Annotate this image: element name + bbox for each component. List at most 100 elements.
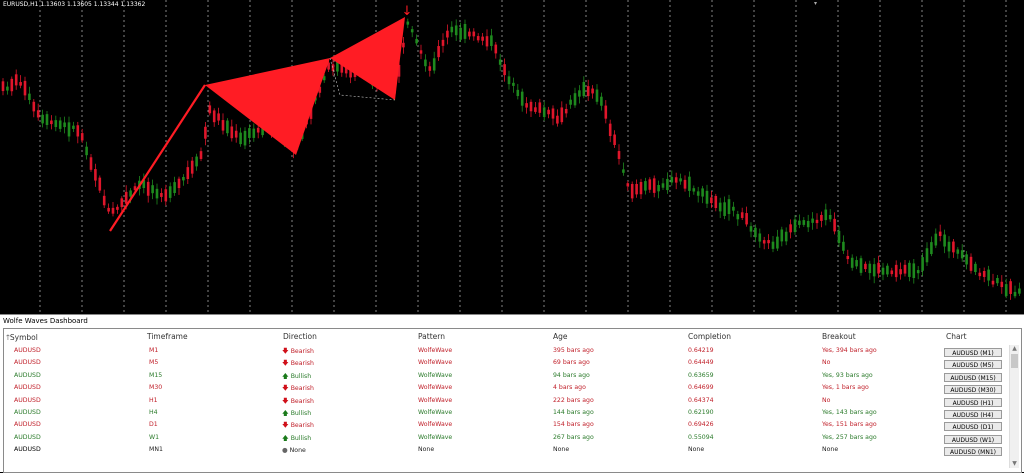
candle-body (230, 126, 234, 139)
row-timeframe: D1 (149, 421, 158, 429)
row-breakout: Yes, 394 bars ago (822, 347, 877, 354)
candle-body (490, 35, 493, 46)
column-header-completion[interactable]: Completion (688, 332, 731, 341)
candle-body (98, 177, 102, 191)
open-chart-button[interactable]: AUDUSD (W1) (944, 434, 1002, 444)
candle-body (111, 207, 115, 214)
row-age: 222 bars ago (553, 396, 594, 404)
row-completion: 0.63659 (688, 371, 714, 379)
open-chart-button[interactable]: AUDUSD (MN1) (944, 447, 1002, 457)
open-chart-button[interactable]: AUDUSD (H4) (944, 410, 1002, 419)
candle-body (982, 271, 986, 277)
candle-body (820, 214, 823, 221)
candle-body (960, 250, 964, 259)
candle-body (234, 130, 238, 138)
candle-body (168, 186, 172, 198)
candle-body (921, 257, 924, 271)
candle-body (256, 127, 260, 133)
candle-body (991, 280, 995, 285)
candle-body (472, 31, 476, 37)
row-age: 94 bars ago (553, 371, 590, 379)
price-chart[interactable]: ↓ EURUSD,H1 1.13603 1.13605 1.13344 1.13… (0, 0, 1024, 312)
open-chart-button[interactable]: AUDUSD (H1) (944, 397, 1002, 407)
candle-body (41, 114, 44, 124)
row-age: 144 bars ago (553, 409, 594, 416)
candle-body (1013, 291, 1017, 297)
candle-body (850, 257, 854, 268)
candle-body (806, 220, 810, 228)
candle-body (494, 44, 498, 54)
candle-body (657, 185, 660, 192)
scroll-down-icon[interactable]: ▼ (1012, 460, 1017, 467)
candle-body (85, 146, 88, 156)
scroll-thumb[interactable] (1011, 354, 1018, 368)
candle-body (155, 188, 159, 199)
open-chart-button[interactable]: AUDUSD (M1) (944, 348, 1002, 357)
candle-body (996, 277, 999, 284)
candle-body (36, 110, 40, 118)
candle-body (864, 263, 867, 270)
column-header-timeframe[interactable]: Timeframe (147, 332, 188, 341)
candle-body (512, 82, 515, 86)
candle-body (930, 242, 933, 255)
candle-body (591, 88, 594, 94)
candle-body (644, 181, 647, 191)
candle-body (925, 248, 929, 263)
sort-arrow-up-icon: 🡑 (6, 333, 10, 342)
open-chart-button[interactable]: AUDUSD (D1) (944, 422, 1002, 432)
chart-ticker-info: EURUSD,H1 1.13603 1.13605 1.13344 1.1336… (3, 1, 146, 8)
candle-body (63, 122, 66, 128)
row-direction: ● None (282, 446, 306, 454)
candle-body (54, 120, 58, 128)
column-header-breakout[interactable]: Breakout (822, 332, 856, 341)
column-header-pattern[interactable]: Pattern (418, 332, 445, 341)
candle-body (450, 26, 454, 33)
candle-body (560, 107, 564, 123)
candle-body (938, 231, 942, 237)
open-chart-button[interactable]: AUDUSD (M30) (944, 385, 1002, 395)
column-header-symbol[interactable]: 🡑Symbol (6, 333, 38, 342)
candle-body (842, 241, 845, 251)
column-header-chart[interactable]: Chart (946, 332, 967, 341)
open-chart-button[interactable]: AUDUSD (M15) (944, 372, 1002, 382)
candle-body (507, 76, 511, 85)
candle-body (498, 59, 502, 65)
row-completion: None (688, 446, 705, 454)
candle-body (525, 103, 528, 108)
column-header-age[interactable]: Age (553, 332, 568, 341)
row-pattern: None (418, 446, 435, 454)
candle-body (569, 99, 572, 105)
row-direction: 🡇 Bearish (282, 347, 314, 358)
open-chart-button[interactable]: AUDUSD (M5) (944, 360, 1002, 370)
candle-body (124, 191, 128, 204)
row-breakout: None (822, 446, 839, 454)
candle-body (604, 105, 608, 119)
candle-body (102, 195, 106, 206)
candle-body (322, 76, 326, 81)
candle-body (160, 193, 163, 197)
candle-body (58, 120, 62, 129)
candle-body (76, 125, 80, 137)
candle-body (855, 260, 858, 267)
candle-body (732, 206, 735, 211)
candle-body (476, 36, 480, 41)
candle-body (740, 212, 744, 218)
candle-body (67, 122, 71, 137)
candle-body (459, 27, 462, 40)
table-scrollbar[interactable]: ▲ ▼ (1009, 345, 1019, 468)
column-header-direction[interactable]: Direction (283, 332, 317, 341)
candle-body (463, 23, 467, 39)
candle-body (881, 267, 885, 275)
dashboard-title: Wolfe Waves Dashboard (3, 317, 88, 325)
candle-body (956, 249, 960, 254)
row-age: 4 bars ago (553, 384, 586, 392)
candle-body (520, 91, 524, 106)
candle-body (828, 214, 832, 220)
candle-body (441, 39, 445, 46)
candle-body (877, 262, 880, 274)
scroll-up-icon[interactable]: ▲ (1012, 345, 1017, 352)
candle-body (626, 183, 630, 187)
row-direction-label: Bullish (290, 434, 312, 442)
candle-body (327, 62, 330, 70)
candle-body (80, 133, 84, 141)
